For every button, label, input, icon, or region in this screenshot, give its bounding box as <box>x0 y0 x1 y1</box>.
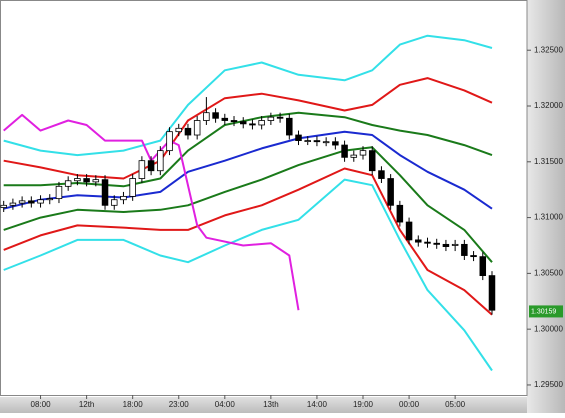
candle-body <box>46 198 54 201</box>
candle-body <box>304 140 311 142</box>
candle-body <box>276 116 284 119</box>
indicator-line <box>3 34 493 157</box>
candle-body <box>387 178 394 206</box>
candle-body <box>64 180 72 187</box>
candle-body <box>479 256 487 277</box>
candle-body <box>470 255 477 258</box>
candle-body <box>415 239 422 243</box>
last-price-box <box>529 305 563 318</box>
plot-frame <box>0 0 528 396</box>
candle-body <box>212 112 219 119</box>
candle-body <box>405 221 413 241</box>
x-tick-label: 05:00 <box>445 400 466 409</box>
candle-body <box>83 178 90 183</box>
candle-body <box>359 150 367 156</box>
candle-body <box>138 160 146 179</box>
candle-body <box>332 141 339 146</box>
candle-body <box>0 204 7 208</box>
candle-body <box>350 154 358 158</box>
y-tick-label: 1.30500 <box>534 268 563 277</box>
candle-body <box>74 178 81 182</box>
candle-body <box>295 134 302 141</box>
candle-body <box>92 179 100 183</box>
indicator-line <box>3 167 493 316</box>
candle-body <box>249 123 256 126</box>
candle-body <box>193 120 201 136</box>
x-tick-label: 04:00 <box>215 400 236 409</box>
candle-body <box>175 127 182 133</box>
candle-body <box>488 275 496 311</box>
candle-body <box>166 131 173 152</box>
indicator-line <box>3 130 493 210</box>
x-tick-label: 08:00 <box>31 400 52 409</box>
candle-body <box>28 200 35 204</box>
indicator-line <box>3 77 493 180</box>
y-tick-label: 1.32000 <box>534 101 563 110</box>
candle-body <box>396 204 404 223</box>
plot-area <box>0 34 496 372</box>
candle-body <box>37 199 44 204</box>
candle-body <box>433 242 440 245</box>
x-tick-label: 13th <box>263 400 279 409</box>
candle-body <box>451 243 459 246</box>
candle-body <box>239 121 247 125</box>
candle-body <box>286 117 293 136</box>
x-tick-label: 23:00 <box>169 400 190 409</box>
candle-body <box>129 178 136 197</box>
candle-body <box>341 144 348 158</box>
candle-body <box>461 243 468 256</box>
candle-body <box>9 202 17 206</box>
candle-body <box>267 116 275 121</box>
x-tick-label: 18:00 <box>123 400 144 409</box>
indicator-line <box>3 178 493 372</box>
x-axis-panel <box>0 397 527 413</box>
candle-body <box>101 179 109 206</box>
candle-body <box>322 141 330 144</box>
y-axis-panel <box>527 0 565 413</box>
x-tick-label: 12th <box>79 400 95 409</box>
candle-body <box>110 199 118 206</box>
y-tick-label: 1.30000 <box>534 324 563 333</box>
x-tick-label: 19:00 <box>353 400 374 409</box>
candle-body <box>258 120 265 126</box>
candle-body <box>157 150 164 172</box>
last-price-label: 1.30159 <box>531 308 556 315</box>
candle-body <box>147 160 155 172</box>
x-tick-label: 14:00 <box>307 400 328 409</box>
candle-body <box>120 195 127 201</box>
candle-body <box>313 140 321 143</box>
y-tick-label: 1.32500 <box>534 45 563 54</box>
candle-body <box>184 127 192 136</box>
y-tick-label: 1.31500 <box>534 157 563 166</box>
indicator-line <box>3 146 493 263</box>
candle-body <box>442 243 450 247</box>
x-tick-label: 00:00 <box>399 400 420 409</box>
y-tick-label: 1.29500 <box>534 380 563 389</box>
candle-body <box>55 185 63 200</box>
candle-body <box>368 150 376 172</box>
candle-body <box>221 117 229 121</box>
candle-body <box>424 241 431 244</box>
y-tick-label: 1.31000 <box>534 213 563 222</box>
candle-body <box>18 200 26 204</box>
candle-body <box>230 120 238 123</box>
candle-body <box>378 170 385 179</box>
candle-body <box>203 112 210 121</box>
